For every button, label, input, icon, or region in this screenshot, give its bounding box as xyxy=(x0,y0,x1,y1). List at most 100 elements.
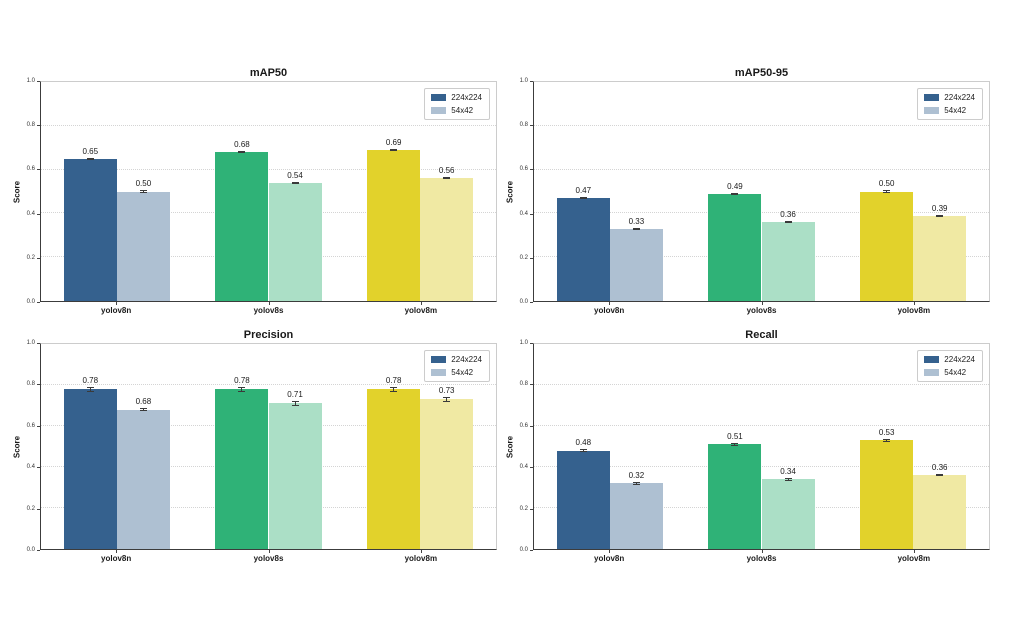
error-bar-line xyxy=(393,386,395,392)
y-tick-mark xyxy=(37,384,40,386)
y-tick-mark xyxy=(530,169,533,171)
legend-recall: 224x224 54x42 xyxy=(917,350,983,382)
y-tick-mark xyxy=(37,81,40,82)
error-bar-54x42-yolov8s xyxy=(784,478,793,481)
y-tick-mark xyxy=(530,384,533,386)
error-bar-line xyxy=(446,396,448,402)
x-axis-map5095: yolov8n yolov8s yolov8m xyxy=(533,302,990,318)
bar-value-label: 0.50 xyxy=(135,179,152,189)
gridline xyxy=(534,466,989,467)
x-tick-mark xyxy=(761,302,763,305)
error-bar-cap-top xyxy=(390,386,398,388)
legend-map50: 224x224 54x42 xyxy=(424,88,490,120)
legend-entry-224x224: 224x224 xyxy=(431,355,482,364)
x-tick-label-yolov8s: yolov8s xyxy=(253,554,284,563)
bar-value-label: 0.68 xyxy=(135,396,152,406)
legend-entry-224x224: 224x224 xyxy=(924,93,975,102)
bar-224x224-yolov8m xyxy=(367,389,421,549)
y-tick-mark xyxy=(37,343,40,344)
bar-value-label: 0.32 xyxy=(628,471,645,481)
y-axis: Score 1.0 0.8 0.6 0.4 0.2 0.0 xyxy=(506,340,533,553)
y-tick-label: 0.6 xyxy=(26,422,35,429)
y-tick-mark xyxy=(37,302,40,303)
y-tick-mark xyxy=(37,550,40,551)
plot-area-map5095: 0.47 0.33 0.49 0.36 0.50 0.39 224x224 54x42 xyxy=(533,81,990,302)
y-tick-label: 1.0 xyxy=(519,340,528,346)
legend-precision: 224x224 54x42 xyxy=(424,350,490,382)
error-bar-line xyxy=(939,473,941,477)
x-tick-label-yolov8n: yolov8n xyxy=(594,306,625,315)
error-bar-cap-bottom xyxy=(579,198,587,200)
bar-value-label: 0.78 xyxy=(234,375,250,385)
legend-swatch-224x224 xyxy=(924,94,940,101)
legend-swatch-224x224 xyxy=(924,356,940,363)
error-bar-cap-top xyxy=(390,148,398,150)
legend-entry-224x224: 224x224 xyxy=(924,355,975,364)
error-bar-224x224-yolov8s xyxy=(237,151,246,154)
y-tick-mark xyxy=(530,125,533,127)
y-axis-label: Score xyxy=(12,180,22,203)
y-axis-label: Score xyxy=(505,180,515,203)
y-tick-label: 1.0 xyxy=(26,340,35,346)
bar-54x42-yolov8n xyxy=(609,228,663,301)
y-tick-mark xyxy=(530,467,533,469)
y-axis-label: Score xyxy=(12,435,22,458)
y-tick-label: 0.2 xyxy=(519,505,528,512)
y-axis: Score 1.0 0.8 0.6 0.4 0.2 0.0 xyxy=(12,78,40,305)
bar-value-label: 0.56 xyxy=(438,166,455,176)
error-bar-cap-bottom xyxy=(238,152,246,154)
plot-area-precision: 0.78 0.68 0.78 0.71 0.78 0.73 224x224 54x42 xyxy=(40,343,497,550)
legend-label-224x224: 224x224 xyxy=(944,355,975,364)
error-bar-cap-top xyxy=(443,177,451,179)
x-tick-mark xyxy=(761,550,763,553)
legend-swatch-54x42 xyxy=(431,369,447,376)
error-bar-54x42-yolov8s xyxy=(784,221,793,224)
error-bar-cap-bottom xyxy=(936,475,944,477)
error-bar-cap-bottom xyxy=(883,191,891,193)
bar-54x42-yolov8n xyxy=(609,483,663,549)
x-tick-mark xyxy=(609,302,611,305)
error-bar-224x224-yolov8m xyxy=(389,148,398,151)
legend-label-224x224: 224x224 xyxy=(451,93,482,102)
error-bar-cap-bottom xyxy=(86,390,94,392)
error-bar-54x42-yolov8m xyxy=(442,177,451,180)
legend-label-224x224: 224x224 xyxy=(944,93,975,102)
y-tick-label: 0.2 xyxy=(26,505,35,512)
legend-entry-224x224: 224x224 xyxy=(431,93,482,102)
error-bar-224x224-yolov8n xyxy=(579,449,588,452)
error-bar-224x224-yolov8n xyxy=(579,196,588,200)
error-bar-224x224-yolov8n xyxy=(86,157,95,160)
error-bar-cap-top xyxy=(291,181,299,183)
error-bar-line xyxy=(886,190,888,193)
y-tick-label: 0.4 xyxy=(519,464,528,471)
x-tick-mark xyxy=(913,302,915,305)
legend-entry-54x42: 54x42 xyxy=(431,368,482,377)
error-bar-cap-bottom xyxy=(632,228,640,230)
error-bar-line xyxy=(734,192,736,195)
bar-224x224-yolov8s xyxy=(708,193,762,301)
error-bar-line xyxy=(241,151,243,154)
y-tick-label: 0.6 xyxy=(519,422,528,429)
plot-body: Score 1.0 0.8 0.6 0.4 0.2 0.0 0.78 0.68 0.78 0.71 0… xyxy=(12,340,497,553)
error-bar-224x224-yolov8m xyxy=(389,386,398,392)
x-tick-mark xyxy=(116,550,118,553)
charts-grid: mAP50 Score 1.0 0.8 0.6 0.4 0.2 0.0 0.65 0.50 0.68… xyxy=(12,66,990,566)
error-bar-cap-bottom xyxy=(731,444,739,446)
y-tick-mark xyxy=(530,81,533,82)
error-bar-line xyxy=(635,482,637,485)
y-tick-label: 0.4 xyxy=(519,210,528,217)
y-tick-label: 0.6 xyxy=(26,166,35,173)
x-tick-label-yolov8m: yolov8m xyxy=(897,306,931,315)
bar-224x224-yolov8m xyxy=(860,440,914,549)
bar-value-label: 0.73 xyxy=(438,385,455,395)
legend-label-54x42: 54x42 xyxy=(451,106,474,115)
error-bar-cap-bottom xyxy=(139,410,147,412)
plot-body: Score 1.0 0.8 0.6 0.4 0.2 0.0 0.65 0.50 0.68 0.54 0… xyxy=(12,78,497,305)
error-bar-cap-top xyxy=(784,478,792,480)
legend-swatch-54x42 xyxy=(924,107,940,114)
y-tick-mark xyxy=(530,257,533,259)
bar-value-label: 0.36 xyxy=(780,210,796,220)
error-bar-cap-top xyxy=(883,190,891,192)
plot-body: Score 1.0 0.8 0.6 0.4 0.2 0.0 0.47 0.33 0.49 0.36 0… xyxy=(505,78,990,305)
error-bar-cap-top xyxy=(632,227,640,229)
